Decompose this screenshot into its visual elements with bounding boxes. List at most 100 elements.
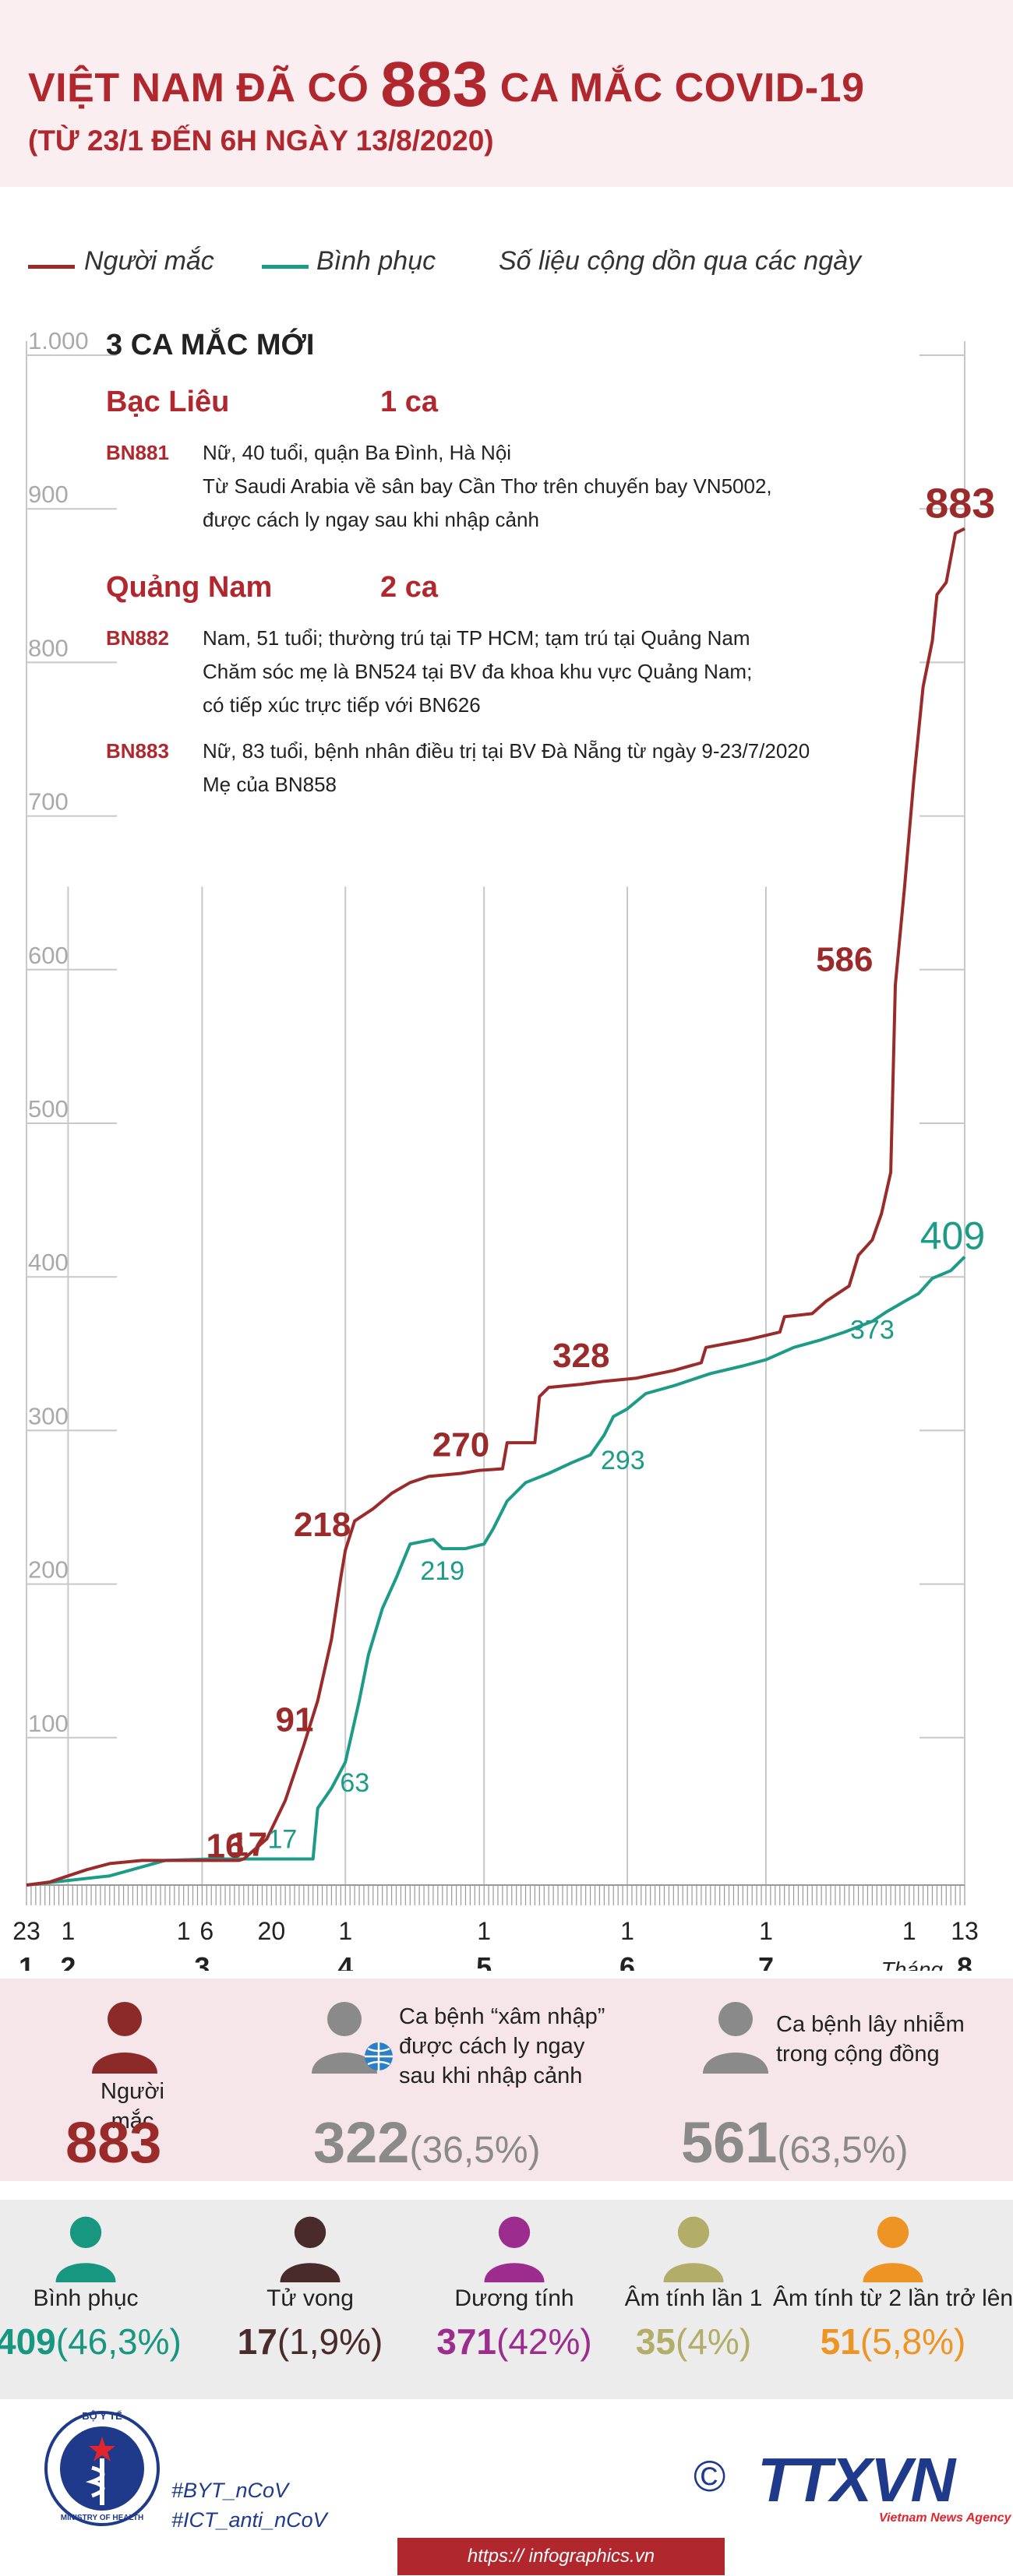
status-number: 51	[820, 2321, 860, 2362]
x-month-label: 5	[476, 1951, 492, 1971]
status-number: 409	[0, 2321, 56, 2362]
case-line: Từ Saudi Arabia về sân bay Cần Thơ trên …	[203, 474, 772, 498]
status-number: 371	[436, 2321, 497, 2362]
cases-data-label: 270	[432, 1426, 489, 1464]
province-heading: Quảng Nam 2 ca	[106, 571, 885, 604]
case-line: Nữ, 40 tuổi, quận Ba Đình, Hà Nội	[203, 441, 512, 464]
imported-value: 322	[313, 2110, 410, 2175]
ttxvn-logo: TTXVN	[757, 2445, 955, 2514]
case-line: Nữ, 83 tuổi, bệnh nhân điều trị tại BV Đ…	[203, 739, 810, 763]
person-icon	[663, 2216, 724, 2282]
y-tick-label: 200	[28, 1556, 69, 1584]
imported-label-line: được cách ly ngay	[399, 2034, 585, 2059]
status-band: Bình phục 409(46,3%) Tử vong 17(1,9%) Dương …	[0, 2200, 1013, 2399]
case-row: BN881 Nữ, 40 tuổi, quận Ba Đình, Hà Nội Từ…	[106, 436, 885, 537]
new-cases-groups: Bạc Liêu 1 ca BN881 Nữ, 40 tuổi, quận Ba Đì…	[106, 386, 885, 802]
status-label: Dương tính	[454, 2285, 574, 2311]
x-day-label: 23	[12, 1917, 41, 1945]
community-value: 561	[681, 2110, 778, 2175]
legend-cases-label: Người mắc	[84, 246, 214, 276]
case-line: có tiếp xúc trực tiếp với BN626	[203, 693, 481, 717]
status-percent: (1,9%)	[277, 2321, 383, 2362]
imported-pct: (36,5%)	[409, 2130, 541, 2171]
status-number: 17	[237, 2321, 277, 2362]
x-day-label: 6	[199, 1917, 214, 1945]
cases-data-label: 883	[925, 481, 995, 527]
page-subtitle: (TỪ 23/1 ĐẾN 6H NGÀY 13/8/2020)	[28, 125, 494, 157]
x-day-label: 13	[951, 1917, 979, 1945]
y-tick-label: 900	[28, 481, 69, 508]
province-count: 2 ca	[380, 571, 438, 604]
cases-data-label: 328	[552, 1337, 609, 1375]
case-line: được cách ly ngay sau khi nhập cảnh	[203, 508, 539, 531]
x-month-label: 6	[619, 1951, 635, 1971]
x-day-label: 1	[338, 1917, 352, 1945]
cases-data-label: 17	[229, 1825, 267, 1863]
cases-data-label: 16	[206, 1827, 245, 1865]
x-day-label: 1	[177, 1917, 191, 1945]
x-month-axis-label: Tháng	[881, 1958, 944, 1971]
imported-label-line: sau khi nhập cảnh	[399, 2063, 583, 2088]
cases-data-label: 586	[816, 940, 873, 978]
series-line	[26, 527, 965, 1887]
x-day-label: 1	[759, 1917, 773, 1945]
status-value: 409(46,3%)	[0, 2321, 182, 2363]
summary-imported-label: Ca bệnh “xâm nhập” được cách ly ngay sau…	[399, 2002, 633, 2091]
status-item: Dương tính 371(42%)	[413, 2200, 616, 2399]
case-id: BN882	[106, 626, 169, 650]
x-day-label: 1	[902, 1917, 916, 1945]
status-percent: (42%)	[496, 2321, 592, 2362]
new-cases-title: 3 CA MẮC MỚI	[106, 329, 315, 361]
ministry-logo-text: BỘ Y TẾ	[82, 2410, 122, 2422]
recovered-data-label: 409	[920, 1214, 985, 1257]
province-count: 1 ca	[380, 386, 438, 418]
ministry-logo-subtext: MINISTRY OF HEALTH	[60, 2514, 144, 2522]
status-value: 35(4%)	[608, 2321, 779, 2363]
x-month-label: 1	[19, 1951, 34, 1971]
status-item: Bình phục 409(46,3%)	[0, 2200, 182, 2399]
chart-series	[26, 527, 966, 1887]
x-month-label: 2	[60, 1951, 76, 1971]
chart-grid	[26, 341, 965, 1885]
x-day-label: 20	[258, 1917, 286, 1945]
y-tick-label: 1.000	[28, 327, 89, 354]
case-row: BN883 Nữ, 83 tuổi, bệnh nhân điều trị tại…	[106, 735, 885, 802]
y-tick-label: 300	[28, 1402, 69, 1429]
recovered-data-label: 219	[420, 1556, 464, 1586]
status-item: Âm tính lần 1 35(4%)	[608, 2200, 779, 2399]
community-person-icon	[703, 2002, 768, 2074]
status-number: 35	[635, 2321, 676, 2362]
status-label: Bình phục	[33, 2285, 139, 2311]
cases-data-label: 91	[276, 1701, 314, 1739]
person-icon	[863, 2216, 923, 2282]
province-name: Bạc Liêu	[106, 386, 230, 418]
legend-note: Số liệu cộng dồn qua các ngày	[499, 246, 862, 276]
case-description: Nam, 51 tuổi; thường trú tại TP HCM; tạm…	[203, 622, 752, 722]
legend-cases-swatch	[28, 265, 75, 269]
source-url[interactable]: https:// infographics.vn	[397, 2538, 725, 2575]
y-tick-label: 100	[28, 1710, 69, 1737]
province-heading: Bạc Liêu 1 ca	[106, 386, 885, 419]
community-label-line: Ca bệnh lây nhiễm	[776, 2012, 965, 2037]
case-line: Mẹ của BN858	[203, 773, 337, 796]
case-description: Nữ, 40 tuổi, quận Ba Đình, Hà Nội Từ Saud…	[203, 436, 772, 537]
status-percent: (5,8%)	[859, 2321, 966, 2362]
legend-recovered-swatch	[262, 265, 309, 269]
legend-recovered-label: Bình phục	[316, 246, 436, 276]
y-tick-label: 700	[28, 788, 69, 816]
hashtag: #BYT_nCoV	[171, 2479, 289, 2502]
case-row: BN882 Nam, 51 tuổi; thường trú tại TP HCM…	[106, 622, 885, 722]
status-value: 371(42%)	[413, 2321, 616, 2363]
title-number: 883	[380, 49, 489, 120]
recovered-data-label: 293	[601, 1446, 645, 1475]
imported-person-icon	[312, 2002, 393, 2074]
ttxvn-logo-sub: Vietnam News Agency	[879, 2511, 1011, 2525]
x-day-label: 1	[620, 1917, 634, 1945]
title-suffix: CA MẮC COVID-19	[499, 65, 865, 111]
status-value: 51(5,8%)	[768, 2321, 1013, 2363]
person-icon	[484, 2216, 545, 2282]
footer: BỘ Y TẾ MINISTRY OF HEALTH #BYT_nCoV #IC…	[0, 2407, 1013, 2576]
